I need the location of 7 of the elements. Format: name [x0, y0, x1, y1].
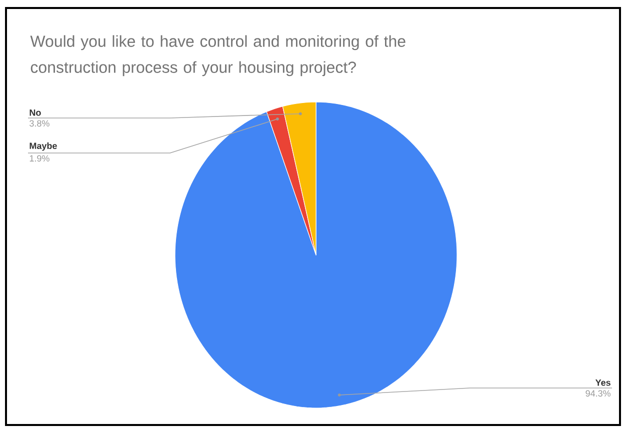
data-label: 1.9%	[30, 155, 50, 162]
slice-label: Yes	[595, 380, 610, 386]
slice-label: Maybe	[30, 142, 57, 151]
data-label: 3.8%	[30, 120, 50, 127]
data-label: 94.3%	[586, 390, 610, 397]
slice-label: No	[30, 110, 41, 116]
chart-title: Would you like to have control and monitoring of the construction process of your housing project?	[30, 35, 406, 76]
